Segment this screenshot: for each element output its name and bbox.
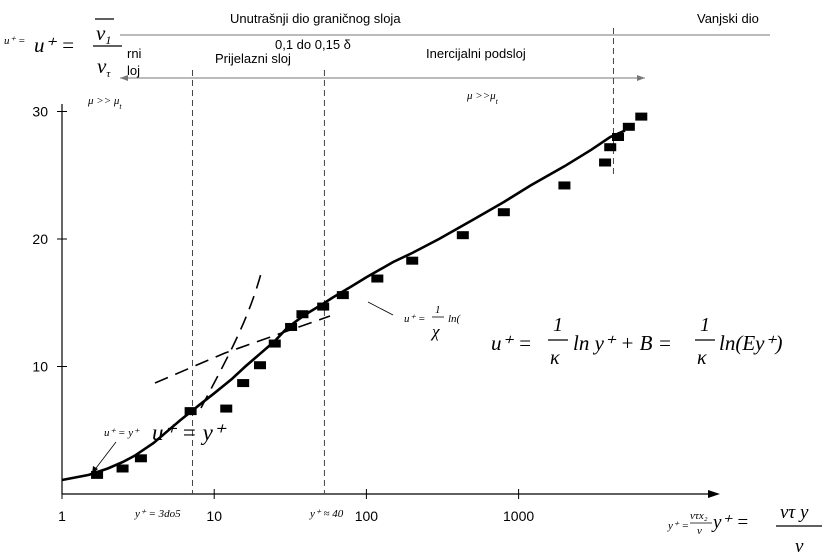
span-arrow-right (637, 75, 645, 81)
log-law-num-2: 1 (700, 314, 710, 336)
x-tick-label: 1000 (503, 508, 534, 524)
log-law-den-1: κ (550, 347, 560, 369)
measurement-point (599, 159, 611, 167)
velocity-profile-curve (62, 131, 625, 480)
viscous-sublayer-label: rni (127, 46, 142, 61)
measurement-point (623, 123, 635, 131)
uplus-prefix: u⁺ = (4, 35, 25, 47)
measurement-point (117, 465, 129, 473)
log-law-small-num: 1 (435, 304, 441, 316)
y-tick-label: 30 (32, 104, 48, 120)
measurement-point (269, 340, 281, 348)
log-law-equation: u⁺ = 1 κ ln y⁺ + B = 1 κ ln(Ey⁺) (491, 314, 783, 369)
linear-law-small: u⁺ = y⁺ (104, 427, 140, 439)
measurement-point (612, 133, 624, 141)
measurement-point (296, 310, 308, 318)
measurement-point (406, 257, 418, 265)
measurement-point (254, 361, 266, 369)
log-law-num-1: 1 (553, 314, 563, 336)
region-boundaries (192, 28, 613, 494)
linear-law-extension-line (201, 270, 262, 408)
measurement-point (317, 303, 329, 311)
inner-layer-label: Unutrašnji dio graničnog sloja (230, 11, 401, 26)
log-law-lhs: u⁺ = (491, 331, 532, 355)
log-law-small-annotation: u⁺ = 1 χ ln( (368, 302, 462, 341)
yplus-big-num: vτ y (780, 502, 809, 523)
uplus-lhs: u⁺ = (34, 33, 75, 57)
log-law-tail: ln(Ey⁺) (719, 331, 783, 355)
log-law-small-lhs: u⁺ = (404, 313, 425, 325)
measurement-point (237, 379, 249, 387)
measurement-point (285, 323, 297, 331)
uplus-denominator: vτ (97, 54, 111, 80)
log-law-middle: ln y⁺ + B = (573, 331, 672, 355)
x-tick-label: 10 (206, 508, 222, 524)
outer-part-label: Vanjski dio (697, 11, 759, 26)
x-axis-arrow (708, 490, 720, 498)
buffer-layer-label: Prijelazni sloj (215, 51, 291, 66)
measurement-point (371, 275, 383, 283)
y-tick-label: 20 (32, 231, 48, 247)
viscous-sublayer-label-2: loj (127, 63, 140, 78)
log-law-small-den: χ (430, 322, 440, 341)
measurement-point (220, 405, 232, 413)
y-tick-label: 10 (32, 359, 48, 375)
yplus-small-num: vτx₂ (690, 510, 708, 522)
measurement-point (185, 407, 197, 415)
log-law-pointer (368, 302, 393, 315)
inertial-sublayer-label: Inercijalni podsloj (426, 46, 526, 61)
x-tick-label: 100 (355, 508, 379, 524)
uplus-numerator: v1 (96, 21, 111, 47)
measurement-point (635, 113, 647, 121)
buffer-end-label: y⁺ ≈ 40 (309, 508, 344, 520)
law-lines (62, 131, 625, 480)
yplus-definition: y⁺ = vτx₂ ν y⁺ = vτ y ν (667, 502, 822, 554)
yplus-small-lhs: y⁺ = (667, 520, 689, 532)
x-tick-label: 1 (58, 508, 66, 524)
viscous-condition-label: μ >> μt (87, 95, 122, 111)
buffer-start-label: y⁺ = 3do5 (134, 508, 181, 520)
measurement-point (498, 208, 510, 216)
measurement-point (604, 143, 616, 151)
log-law-den-2: κ (697, 347, 707, 369)
inertial-condition-label: μ >>μt (466, 90, 499, 106)
measurement-point (558, 181, 570, 189)
linear-law-large: u⁺ = y⁺ (152, 420, 227, 445)
measurement-point (457, 231, 469, 239)
yplus-small-den: ν (697, 525, 702, 537)
span-arrow-left (120, 75, 128, 81)
yplus-big-den: ν (795, 536, 804, 554)
log-law-small-tail: ln( (448, 313, 462, 325)
yplus-big-lhs: y⁺ = (711, 512, 749, 533)
overlap-extent-label: 0,1 do 0,15 δ (275, 37, 351, 52)
uplus-definition: u⁺ = u⁺ = v1 vτ (4, 19, 122, 80)
measurement-point (337, 291, 349, 299)
measurement-point (135, 454, 147, 462)
